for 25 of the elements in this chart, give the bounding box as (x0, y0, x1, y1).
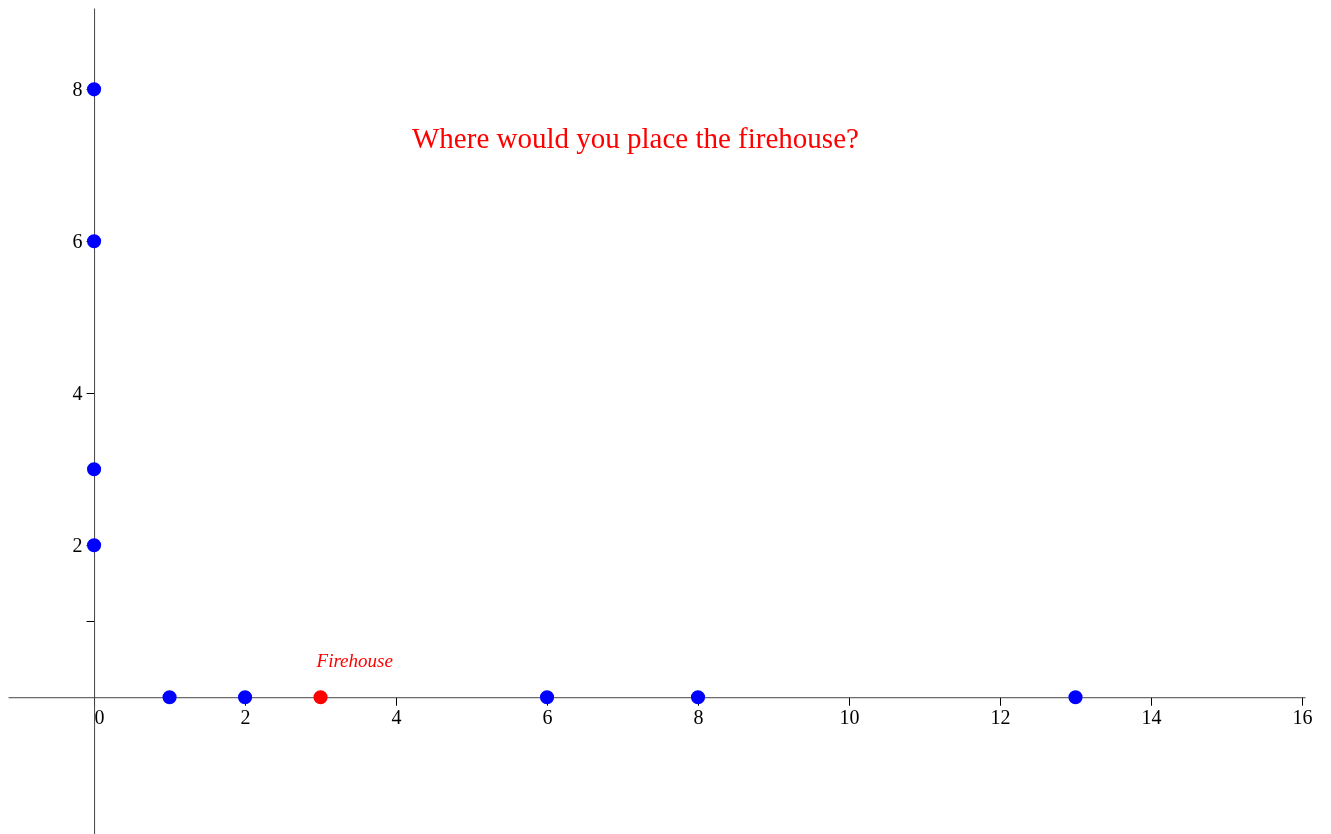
x-tick-label: 4 (391, 705, 402, 728)
point (86, 234, 102, 249)
x-tick-label: 8 (693, 705, 704, 728)
x-tick-label: 16 (1292, 705, 1313, 728)
x-tick-label: 12 (990, 705, 1011, 728)
point (86, 462, 102, 477)
point (237, 690, 253, 705)
x-tick-label: 14 (1141, 705, 1162, 728)
point (86, 538, 102, 553)
point (690, 690, 706, 705)
x-tick-label: 6 (542, 705, 553, 728)
x-tick-label: 0 (94, 705, 105, 728)
text: Where would you place the firehouse? (412, 122, 859, 154)
x-tick-label: 10 (839, 705, 860, 728)
point (86, 82, 102, 97)
point (1068, 690, 1083, 705)
y-tick-label: 2 (72, 533, 83, 556)
y-tick-label: 8 (72, 77, 83, 100)
y-tick-label: 6 (72, 229, 83, 252)
series-label: Firehouse (315, 650, 393, 672)
point (539, 690, 555, 705)
x-tick-label: 2 (240, 705, 251, 728)
point (313, 690, 328, 705)
point (162, 690, 177, 705)
y-tick-label: 4 (72, 381, 83, 404)
